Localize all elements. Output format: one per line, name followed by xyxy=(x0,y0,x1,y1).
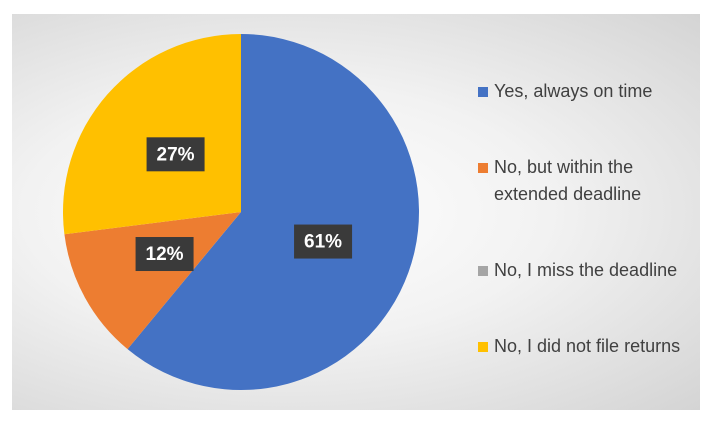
data-label-text: 61% xyxy=(304,232,342,253)
data-label: 27% xyxy=(146,137,205,172)
legend: Yes, always on time No, but within the ex… xyxy=(474,78,700,360)
legend-item: Yes, always on time xyxy=(474,78,700,105)
pie-slice xyxy=(62,34,241,235)
legend-item: No, but within the extended deadline xyxy=(474,154,700,208)
legend-label: No, I miss the deadline xyxy=(494,260,678,280)
data-label: 61% xyxy=(294,224,353,259)
data-label-text: 12% xyxy=(146,244,184,265)
pie-slice xyxy=(64,212,241,350)
pie-slice xyxy=(127,34,420,390)
legend-item: No, I did not file returns xyxy=(474,333,700,360)
data-label: 12% xyxy=(135,237,194,272)
data-label-box xyxy=(294,224,353,259)
data-label-box xyxy=(146,137,205,172)
legend-swatch xyxy=(478,342,488,352)
data-label-box xyxy=(135,237,194,272)
legend-swatch xyxy=(478,266,488,276)
legend-label: Yes, always on time xyxy=(494,81,653,101)
legend-swatch xyxy=(478,163,488,173)
legend-swatch xyxy=(478,87,488,97)
legend-item: No, I miss the deadline xyxy=(474,257,700,284)
data-label-text: 27% xyxy=(157,144,195,165)
legend-label: No, but within the extended deadline xyxy=(494,157,642,204)
legend-label: No, I did not file returns xyxy=(494,336,681,356)
